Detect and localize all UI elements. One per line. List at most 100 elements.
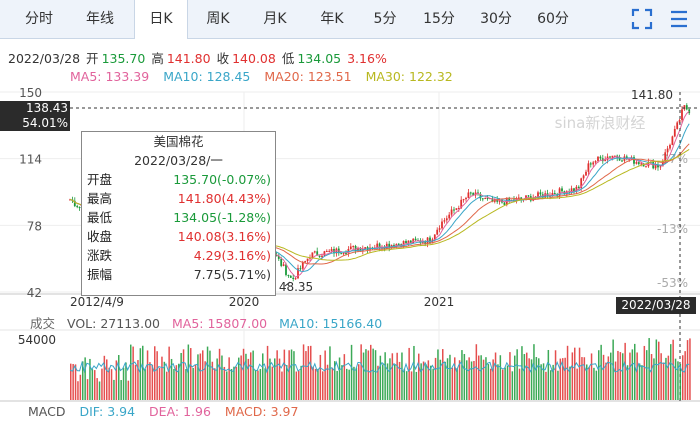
menu-icon[interactable] <box>668 8 690 30</box>
candle-body <box>637 162 640 165</box>
candle-body <box>330 249 333 251</box>
volume-bar <box>374 350 377 400</box>
tooltip-row: 开盘 135.70(-0.07%) <box>82 170 275 189</box>
tab-7[interactable]: 15分 <box>423 11 455 27</box>
candle-body <box>292 277 295 279</box>
volume-bar <box>360 344 362 400</box>
volume-bar <box>557 370 559 400</box>
volume-bar <box>353 366 355 400</box>
volume-bar <box>425 364 427 400</box>
volume-bar <box>252 350 254 400</box>
tab-9[interactable]: 60分 <box>537 11 569 27</box>
sina-watermark-logo: sina新浪财经 <box>555 114 646 132</box>
candle-body <box>277 255 280 259</box>
volume-bar <box>451 367 454 400</box>
volume-ma-line <box>69 360 690 374</box>
volume-bar <box>434 357 437 400</box>
volume-bar <box>595 370 598 400</box>
candle-body <box>657 164 659 168</box>
cursor-date-label: 2022/03/28 <box>616 297 696 314</box>
volume-bar <box>528 358 530 400</box>
candle-body <box>688 109 691 114</box>
tab-5[interactable]: 年K <box>320 11 344 27</box>
volume-bar <box>89 358 91 400</box>
candle-body <box>455 208 458 210</box>
volume-bar <box>650 354 653 400</box>
volume-bar <box>204 361 206 400</box>
volume-bar <box>312 366 314 400</box>
volume-bar <box>197 354 199 400</box>
candle-body <box>340 253 343 255</box>
candle-body <box>633 157 635 164</box>
candle-body <box>349 246 352 249</box>
volume-bar <box>420 363 422 400</box>
tooltip-key: 收盘 <box>87 229 113 244</box>
volume-bar <box>588 367 590 400</box>
volume-bar <box>386 363 389 400</box>
volume-bar <box>631 349 634 400</box>
candle-body <box>402 241 405 247</box>
candle-body <box>553 192 556 195</box>
volume-bar <box>413 345 415 400</box>
macd-line: MACD DIF: 3.94 DEA: 1.96 MACD: 3.97 <box>28 404 312 419</box>
candle-body <box>659 166 662 168</box>
candle-body <box>676 122 679 129</box>
tab-8[interactable]: 30分 <box>480 11 512 27</box>
volume-bar <box>113 379 115 400</box>
volume-bar <box>115 360 118 400</box>
tooltip-row: 涨跌 4.29(3.16%) <box>82 246 275 265</box>
volume-bar <box>655 339 658 400</box>
tab-6[interactable]: 5分 <box>373 11 397 27</box>
close-value: 140.08 <box>232 51 276 66</box>
tab-1[interactable]: 年线 <box>86 11 114 27</box>
volume-bar <box>108 367 110 400</box>
tab-2[interactable]: 日K <box>134 0 188 39</box>
candle-body <box>76 206 79 208</box>
volume-bar <box>130 344 132 400</box>
candle-body <box>611 155 614 158</box>
candle-body <box>491 198 494 202</box>
expand-icon[interactable] <box>631 8 653 30</box>
volume-bar <box>84 357 86 400</box>
ma-1: MA10: 128.45 <box>163 69 251 84</box>
tab-3[interactable]: 周K <box>206 11 230 27</box>
volume-bar <box>110 369 113 400</box>
volume-bar <box>305 351 307 400</box>
high-value: 141.80 <box>166 51 211 66</box>
volume-bar <box>674 358 677 400</box>
volume-bar <box>101 368 103 400</box>
volume-bar <box>502 369 504 400</box>
volume-bar <box>218 348 221 400</box>
volume-bar <box>391 353 394 400</box>
tooltip-row: 最低 134.05(-1.28%) <box>82 208 275 227</box>
volume-bar <box>91 369 94 400</box>
candle-body <box>582 175 585 179</box>
volume-bar <box>324 350 326 400</box>
volume-bar <box>134 364 137 400</box>
volume-bar <box>192 367 194 400</box>
candle-body <box>388 243 391 248</box>
volume-bar <box>319 354 322 400</box>
candle-body <box>573 188 575 192</box>
candle-body <box>484 197 487 199</box>
volume-bar <box>636 352 638 400</box>
volume-bar <box>322 371 324 400</box>
volume-bar <box>94 370 96 400</box>
candle-body <box>671 136 674 145</box>
volume-bar <box>497 364 499 400</box>
volume-bar <box>432 368 434 400</box>
candle-body <box>580 178 583 189</box>
tab-0[interactable]: 分时 <box>25 11 53 27</box>
volume-bar <box>667 355 670 400</box>
volume-bar <box>504 367 506 400</box>
volume-bar <box>247 358 250 400</box>
volume-bar <box>415 371 418 400</box>
volume-bar <box>317 368 319 400</box>
tab-4[interactable]: 月K <box>263 11 287 27</box>
volume-bar <box>295 371 298 400</box>
open-value: 135.70 <box>101 51 146 66</box>
volume-bar <box>684 351 686 400</box>
volume-bar <box>499 355 502 400</box>
volume-bar <box>454 357 456 400</box>
volume-bar <box>408 347 410 400</box>
